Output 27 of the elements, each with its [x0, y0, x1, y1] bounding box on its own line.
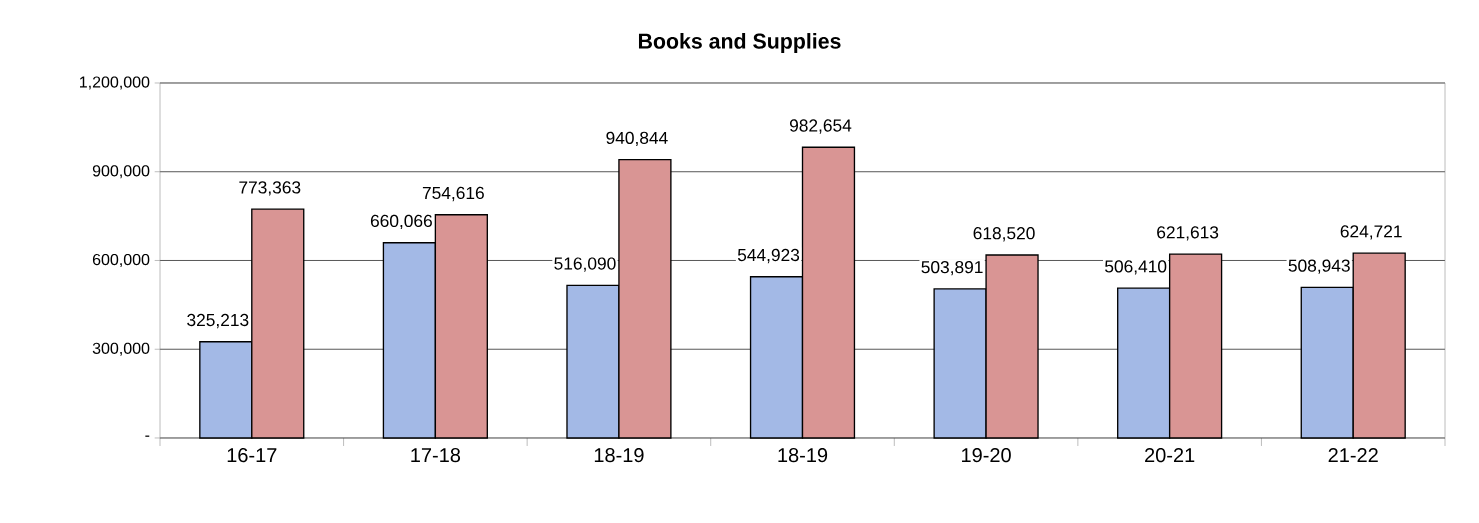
x-tick-label: 18-19 [778, 448, 828, 463]
y-tick-label: 300,000 [92, 342, 150, 356]
data-label: 618,520 [973, 227, 1035, 242]
x-tick-label: 20-21 [1145, 448, 1195, 463]
x-tick-label: 17-18 [411, 448, 461, 463]
data-label: 621,613 [1157, 226, 1219, 241]
x-tick-label: 19-20 [962, 448, 1011, 463]
y-tick-label: 1,200,000 [80, 76, 150, 90]
data-label: 660,066 [370, 214, 432, 230]
data-label: 544,923 [737, 248, 800, 264]
data-label: 940,844 [606, 131, 668, 147]
y-tick-label: 900,000 [92, 165, 150, 179]
x-tick-label: 16-17 [227, 448, 277, 463]
data-label: 754,616 [422, 186, 484, 202]
data-label: 325,213 [187, 313, 249, 329]
data-label: 508,943 [1288, 259, 1350, 274]
data-label: 503,891 [921, 260, 983, 276]
x-tick-label: 18-19 [594, 448, 644, 463]
data-label: 982,654 [789, 119, 852, 134]
data-label: 516,090 [554, 257, 616, 272]
x-tick-label: 21-22 [1328, 448, 1378, 462]
data-label: 773,363 [239, 181, 301, 196]
data-label: 624,721 [1340, 225, 1402, 240]
y-tick-label: - [145, 435, 150, 437]
data-label: 506,410 [1105, 260, 1167, 275]
chart-title: Books and Supplies [638, 33, 841, 53]
y-tick-label: 600,000 [92, 253, 150, 268]
